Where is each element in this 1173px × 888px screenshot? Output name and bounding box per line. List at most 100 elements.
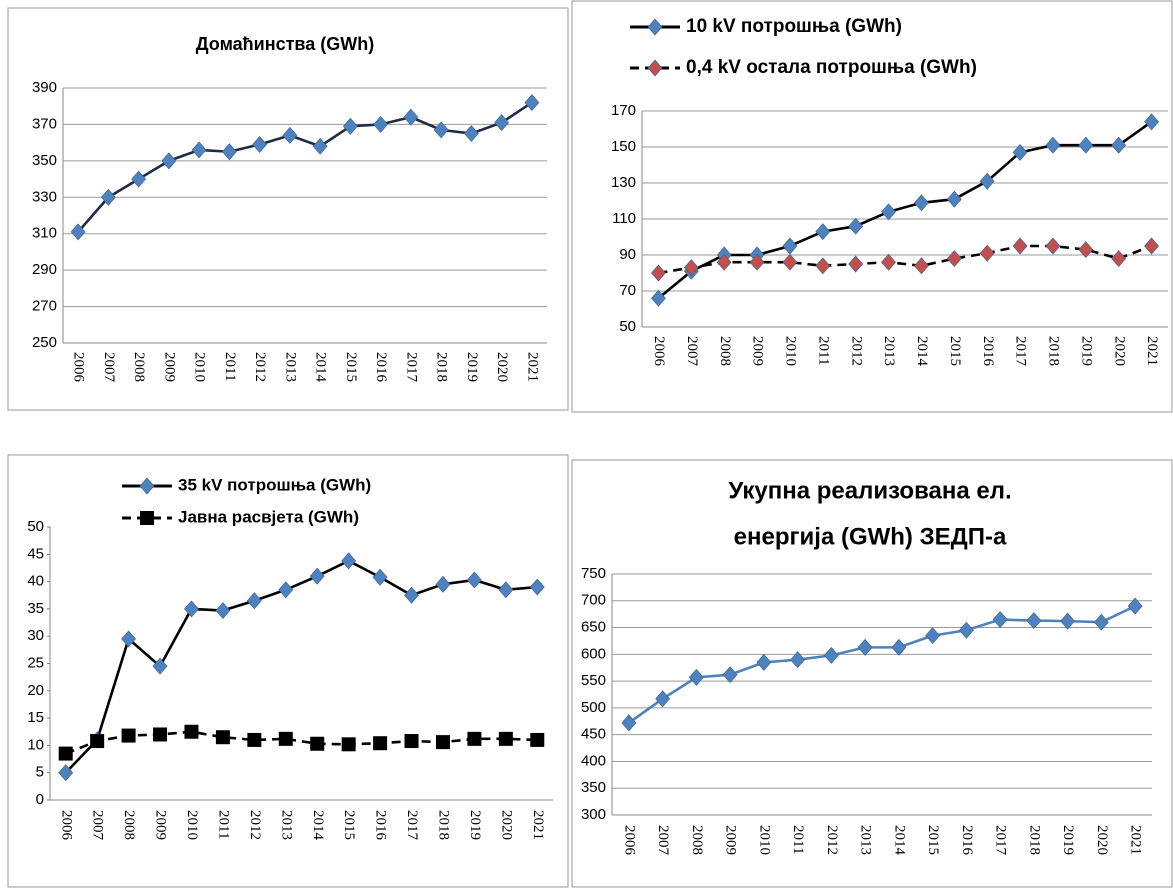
marker xyxy=(1078,136,1094,154)
x-tick-label: 2008 xyxy=(131,352,147,382)
x-tick-label: 2020 xyxy=(494,352,510,382)
marker xyxy=(1078,241,1094,259)
marker xyxy=(815,223,831,241)
x-tick-label: 2015 xyxy=(341,810,357,840)
marker xyxy=(979,244,995,262)
marker xyxy=(184,724,199,739)
y-tick-label: 150 xyxy=(611,138,636,155)
legend-label: 0,4 kV остала потрошња (GWh) xyxy=(686,57,977,78)
marker xyxy=(1144,113,1159,131)
y-tick-label: 15 xyxy=(27,709,44,726)
x-tick-label: 2014 xyxy=(310,810,326,841)
x-tick-label: 2020 xyxy=(1111,336,1127,366)
marker xyxy=(1093,613,1109,631)
marker xyxy=(278,581,294,599)
legend-label: 35 kV потрошња (GWh) xyxy=(178,475,371,494)
marker xyxy=(161,152,177,170)
marker xyxy=(914,257,929,275)
y-tick-label: 50 xyxy=(619,318,636,335)
y-tick-label: 25 xyxy=(27,654,44,671)
marker xyxy=(647,18,663,36)
marker xyxy=(1012,143,1028,161)
x-tick-label: 2018 xyxy=(436,810,452,840)
x-tick-label: 2007 xyxy=(655,825,671,856)
x-tick-label: 2009 xyxy=(723,825,739,855)
series-line xyxy=(65,730,538,755)
x-tick-label: 2007 xyxy=(90,810,106,841)
x-tick-label: 2015 xyxy=(925,825,941,855)
marker xyxy=(1060,612,1076,630)
x-tick-label: 2010 xyxy=(783,336,799,366)
marker xyxy=(749,253,765,271)
marker xyxy=(524,94,540,112)
marker xyxy=(790,651,806,669)
marker xyxy=(992,611,1008,628)
marker xyxy=(958,621,974,639)
x-tick-label: 2016 xyxy=(373,352,389,383)
x-tick-label: 2011 xyxy=(790,825,806,854)
marker xyxy=(848,217,864,235)
marker xyxy=(529,578,545,596)
x-tick-label: 2016 xyxy=(373,810,389,841)
x-tick-label: 2012 xyxy=(247,810,263,840)
x-tick-label: 2020 xyxy=(498,810,514,840)
y-tick-label: 650 xyxy=(581,619,606,636)
x-tick-label: 2006 xyxy=(651,336,667,367)
marker xyxy=(467,571,482,589)
series-line xyxy=(658,244,1153,275)
marker xyxy=(191,141,207,159)
y-tick-label: 50 xyxy=(27,518,44,535)
marker xyxy=(139,477,155,495)
y-tick-label: 290 xyxy=(32,261,57,278)
x-tick-label: 2019 xyxy=(467,810,483,840)
marker xyxy=(782,253,798,271)
y-tick-label: 370 xyxy=(32,115,57,132)
marker xyxy=(647,59,663,77)
marker xyxy=(1144,237,1159,255)
x-tick-label: 2017 xyxy=(1013,336,1029,367)
panel xyxy=(571,0,1173,413)
marker xyxy=(404,734,419,749)
marker xyxy=(121,630,136,648)
marker xyxy=(925,627,941,645)
marker xyxy=(373,115,389,133)
x-tick-label: 2012 xyxy=(848,336,864,366)
marker xyxy=(435,735,450,750)
marker xyxy=(1026,612,1042,630)
marker xyxy=(342,117,358,135)
y-tick-label: 700 xyxy=(581,592,606,609)
marker xyxy=(1127,597,1143,615)
x-tick-label: 2010 xyxy=(192,352,208,382)
x-tick-label: 2018 xyxy=(1046,336,1062,366)
x-tick-label: 2008 xyxy=(121,810,137,840)
x-tick-label: 2014 xyxy=(914,336,930,367)
marker xyxy=(467,731,482,746)
marker xyxy=(463,125,479,142)
marker xyxy=(310,736,325,751)
chart: 0 5 10 15 20 25 30 35 40 45 50 2006 2007 2008 2009 2010… xyxy=(27,475,553,841)
marker xyxy=(404,586,419,604)
marker xyxy=(252,136,268,153)
y-tick-label: 350 xyxy=(581,779,606,796)
marker xyxy=(131,170,147,188)
chart: 50 70 90 110 130 150 170 2006 2007 2008 2009 2010 20… xyxy=(611,16,1168,367)
marker xyxy=(494,114,510,132)
marker xyxy=(857,638,873,656)
x-tick-label: 2012 xyxy=(252,352,268,382)
panel xyxy=(7,7,569,411)
marker xyxy=(309,567,325,585)
x-tick-label: 2010 xyxy=(184,810,200,840)
x-tick-label: 2013 xyxy=(858,825,874,855)
series-line xyxy=(64,559,538,774)
marker xyxy=(1045,136,1061,154)
x-tick-label: 2007 xyxy=(101,352,117,383)
x-tick-label: 2015 xyxy=(343,352,359,382)
x-tick-label: 2016 xyxy=(959,825,975,856)
x-tick-label: 2016 xyxy=(980,336,996,367)
x-tick-label: 2009 xyxy=(750,336,766,366)
x-tick-label: 2017 xyxy=(404,810,420,841)
y-tick-label: 70 xyxy=(619,282,636,299)
legend-label: 10 kV потрошња (GWh) xyxy=(686,16,902,37)
marker xyxy=(1045,237,1061,255)
